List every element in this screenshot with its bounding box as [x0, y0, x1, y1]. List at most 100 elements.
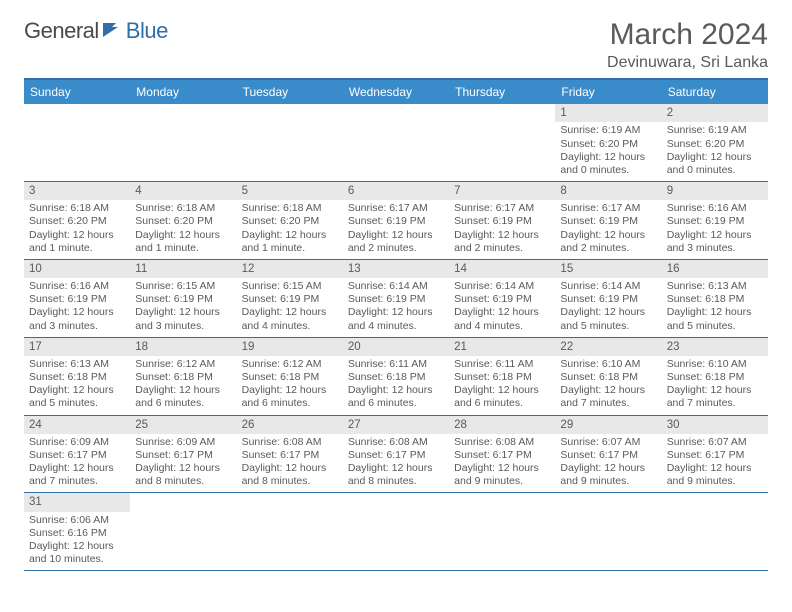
- calendar-cell: [555, 493, 661, 571]
- calendar-cell: 7Sunrise: 6:17 AMSunset: 6:19 PMDaylight…: [449, 182, 555, 260]
- day-details: Sunrise: 6:17 AMSunset: 6:19 PMDaylight:…: [555, 200, 661, 259]
- daylight-line: Daylight: 12 hours and 8 minutes.: [242, 462, 338, 488]
- sunrise-line: Sunrise: 6:11 AM: [454, 358, 550, 371]
- day-details: Sunrise: 6:19 AMSunset: 6:20 PMDaylight:…: [555, 122, 661, 181]
- calendar-cell: 30Sunrise: 6:07 AMSunset: 6:17 PMDayligh…: [662, 416, 768, 494]
- day-details: Sunrise: 6:18 AMSunset: 6:20 PMDaylight:…: [237, 200, 343, 259]
- sunrise-line: Sunrise: 6:10 AM: [560, 358, 656, 371]
- day-header: Monday: [130, 80, 236, 104]
- sunrise-line: Sunrise: 6:19 AM: [560, 124, 656, 137]
- calendar-cell: 9Sunrise: 6:16 AMSunset: 6:19 PMDaylight…: [662, 182, 768, 260]
- daylight-line: Daylight: 12 hours and 3 minutes.: [135, 306, 231, 332]
- daylight-line: Daylight: 12 hours and 6 minutes.: [454, 384, 550, 410]
- sunrise-line: Sunrise: 6:17 AM: [348, 202, 444, 215]
- day-details: Sunrise: 6:07 AMSunset: 6:17 PMDaylight:…: [555, 434, 661, 493]
- sunrise-line: Sunrise: 6:14 AM: [560, 280, 656, 293]
- daylight-line: Daylight: 12 hours and 4 minutes.: [242, 306, 338, 332]
- day-number: 27: [343, 416, 449, 434]
- day-number: 11: [130, 260, 236, 278]
- day-details: Sunrise: 6:15 AMSunset: 6:19 PMDaylight:…: [130, 278, 236, 337]
- day-number: 29: [555, 416, 661, 434]
- day-number: 31: [24, 493, 130, 511]
- calendar-cell: [449, 104, 555, 182]
- day-number: 21: [449, 338, 555, 356]
- daylight-line: Daylight: 12 hours and 5 minutes.: [29, 384, 125, 410]
- day-details: Sunrise: 6:10 AMSunset: 6:18 PMDaylight:…: [555, 356, 661, 415]
- sunset-line: Sunset: 6:19 PM: [667, 215, 763, 228]
- logo-word1: General: [24, 18, 99, 44]
- daylight-line: Daylight: 12 hours and 5 minutes.: [667, 306, 763, 332]
- sunset-line: Sunset: 6:19 PM: [560, 293, 656, 306]
- calendar-cell: [449, 493, 555, 571]
- calendar-cell: [24, 104, 130, 182]
- daylight-line: Daylight: 12 hours and 7 minutes.: [29, 462, 125, 488]
- day-details: Sunrise: 6:13 AMSunset: 6:18 PMDaylight:…: [24, 356, 130, 415]
- day-header: Thursday: [449, 80, 555, 104]
- sunrise-line: Sunrise: 6:14 AM: [454, 280, 550, 293]
- day-number: 2: [662, 104, 768, 122]
- calendar-cell: 12Sunrise: 6:15 AMSunset: 6:19 PMDayligh…: [237, 260, 343, 338]
- day-number: 25: [130, 416, 236, 434]
- sunset-line: Sunset: 6:19 PM: [348, 215, 444, 228]
- day-details: Sunrise: 6:17 AMSunset: 6:19 PMDaylight:…: [449, 200, 555, 259]
- sunset-line: Sunset: 6:17 PM: [667, 449, 763, 462]
- day-number: 28: [449, 416, 555, 434]
- day-details: Sunrise: 6:10 AMSunset: 6:18 PMDaylight:…: [662, 356, 768, 415]
- day-details: Sunrise: 6:18 AMSunset: 6:20 PMDaylight:…: [130, 200, 236, 259]
- sunrise-line: Sunrise: 6:13 AM: [29, 358, 125, 371]
- calendar-cell: [130, 493, 236, 571]
- sunrise-line: Sunrise: 6:16 AM: [29, 280, 125, 293]
- sunset-line: Sunset: 6:20 PM: [667, 138, 763, 151]
- calendar-cell: [662, 493, 768, 571]
- sunrise-line: Sunrise: 6:18 AM: [242, 202, 338, 215]
- daylight-line: Daylight: 12 hours and 6 minutes.: [348, 384, 444, 410]
- calendar-cell: 6Sunrise: 6:17 AMSunset: 6:19 PMDaylight…: [343, 182, 449, 260]
- calendar-cell: 24Sunrise: 6:09 AMSunset: 6:17 PMDayligh…: [24, 416, 130, 494]
- calendar-cell: [237, 493, 343, 571]
- daylight-line: Daylight: 12 hours and 8 minutes.: [348, 462, 444, 488]
- calendar-cell: [237, 104, 343, 182]
- day-number: 22: [555, 338, 661, 356]
- calendar-cell: 26Sunrise: 6:08 AMSunset: 6:17 PMDayligh…: [237, 416, 343, 494]
- sunrise-line: Sunrise: 6:19 AM: [667, 124, 763, 137]
- location: Devinuwara, Sri Lanka: [607, 54, 768, 72]
- day-details: Sunrise: 6:07 AMSunset: 6:17 PMDaylight:…: [662, 434, 768, 493]
- calendar-cell: 22Sunrise: 6:10 AMSunset: 6:18 PMDayligh…: [555, 338, 661, 416]
- daylight-line: Daylight: 12 hours and 2 minutes.: [560, 229, 656, 255]
- daylight-line: Daylight: 12 hours and 2 minutes.: [454, 229, 550, 255]
- calendar-cell: 25Sunrise: 6:09 AMSunset: 6:17 PMDayligh…: [130, 416, 236, 494]
- sunrise-line: Sunrise: 6:12 AM: [135, 358, 231, 371]
- sunset-line: Sunset: 6:19 PM: [348, 293, 444, 306]
- day-number: 3: [24, 182, 130, 200]
- sunset-line: Sunset: 6:17 PM: [560, 449, 656, 462]
- day-details: Sunrise: 6:14 AMSunset: 6:19 PMDaylight:…: [449, 278, 555, 337]
- sunrise-line: Sunrise: 6:14 AM: [348, 280, 444, 293]
- day-number: 23: [662, 338, 768, 356]
- daylight-line: Daylight: 12 hours and 6 minutes.: [135, 384, 231, 410]
- sunset-line: Sunset: 6:17 PM: [348, 449, 444, 462]
- day-details: Sunrise: 6:11 AMSunset: 6:18 PMDaylight:…: [343, 356, 449, 415]
- day-number: 19: [237, 338, 343, 356]
- calendar-cell: 31Sunrise: 6:06 AMSunset: 6:16 PMDayligh…: [24, 493, 130, 571]
- day-number: 26: [237, 416, 343, 434]
- sunset-line: Sunset: 6:20 PM: [560, 138, 656, 151]
- day-details: Sunrise: 6:06 AMSunset: 6:16 PMDaylight:…: [24, 512, 130, 571]
- sunrise-line: Sunrise: 6:08 AM: [454, 436, 550, 449]
- daylight-line: Daylight: 12 hours and 1 minute.: [242, 229, 338, 255]
- calendar-cell: 3Sunrise: 6:18 AMSunset: 6:20 PMDaylight…: [24, 182, 130, 260]
- calendar-cell: 20Sunrise: 6:11 AMSunset: 6:18 PMDayligh…: [343, 338, 449, 416]
- day-number: 10: [24, 260, 130, 278]
- day-details: Sunrise: 6:13 AMSunset: 6:18 PMDaylight:…: [662, 278, 768, 337]
- calendar-cell: 19Sunrise: 6:12 AMSunset: 6:18 PMDayligh…: [237, 338, 343, 416]
- calendar-cell: 18Sunrise: 6:12 AMSunset: 6:18 PMDayligh…: [130, 338, 236, 416]
- sunset-line: Sunset: 6:18 PM: [667, 293, 763, 306]
- flag-icon: [102, 22, 122, 43]
- sunset-line: Sunset: 6:19 PM: [29, 293, 125, 306]
- daylight-line: Daylight: 12 hours and 7 minutes.: [667, 384, 763, 410]
- sunset-line: Sunset: 6:20 PM: [242, 215, 338, 228]
- calendar-cell: 16Sunrise: 6:13 AMSunset: 6:18 PMDayligh…: [662, 260, 768, 338]
- day-number: 14: [449, 260, 555, 278]
- daylight-line: Daylight: 12 hours and 0 minutes.: [560, 151, 656, 177]
- daylight-line: Daylight: 12 hours and 10 minutes.: [29, 540, 125, 566]
- sunset-line: Sunset: 6:18 PM: [667, 371, 763, 384]
